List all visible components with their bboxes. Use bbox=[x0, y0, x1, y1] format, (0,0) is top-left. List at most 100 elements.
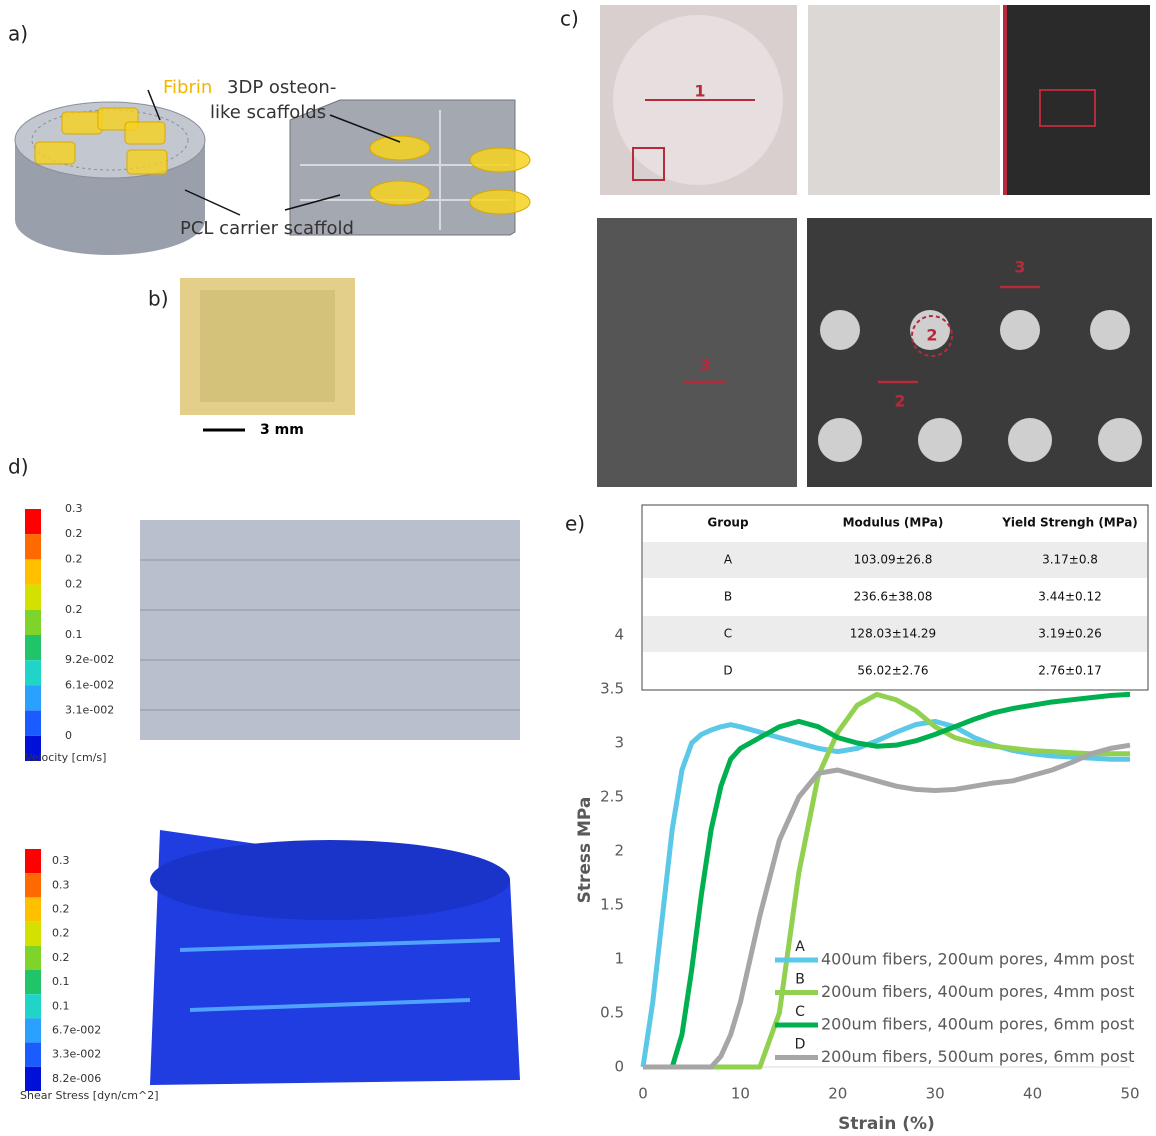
color-scale-label: 0.2 bbox=[65, 527, 83, 540]
legend-group: D bbox=[795, 1037, 806, 1053]
table-cell: 103.09±26.8 bbox=[854, 553, 933, 567]
x-axis-title: Strain (%) bbox=[838, 1114, 935, 1134]
color-scale-label: 8.2e-006 bbox=[52, 1072, 101, 1085]
y-tick-label: 1 bbox=[614, 950, 624, 968]
marker-label: 3 bbox=[1014, 258, 1025, 277]
color-scale-label: 0.1 bbox=[52, 999, 70, 1012]
color-scale-block bbox=[25, 610, 41, 635]
y-tick-label: 1.5 bbox=[600, 896, 624, 914]
color-scale-label: 0.2 bbox=[52, 903, 70, 916]
annotation: PCL carrier scaffold bbox=[180, 218, 354, 239]
scale-bar-label: 3 mm bbox=[260, 422, 304, 438]
table-cell: B bbox=[724, 590, 732, 604]
table-cell: D bbox=[723, 664, 732, 678]
y-axis-title: Stress MPa bbox=[575, 797, 595, 904]
color-scale-label: 6.7e-002 bbox=[52, 1024, 101, 1037]
panel-label: e) bbox=[565, 512, 585, 536]
color-scale-label: 0.2 bbox=[52, 951, 70, 964]
color-scale-block bbox=[25, 1018, 41, 1042]
marker-label: 1 bbox=[694, 82, 705, 101]
panel-label: b) bbox=[148, 287, 169, 311]
y-tick-label: 3.5 bbox=[600, 680, 624, 698]
annotation: Fibrin bbox=[163, 77, 212, 98]
color-scale-block bbox=[25, 922, 41, 946]
table-cell: 2.76±0.17 bbox=[1038, 664, 1102, 678]
data-line bbox=[643, 694, 1130, 1067]
annotation: like scaffolds bbox=[210, 102, 326, 123]
x-tick-label: 30 bbox=[926, 1085, 945, 1103]
legend-label: 200um fibers, 400um pores, 4mm post bbox=[821, 982, 1134, 1001]
table-cell: 3.17±0.8 bbox=[1042, 553, 1098, 567]
color-scale-label: 0.2 bbox=[65, 603, 83, 616]
legend-group: C bbox=[795, 1004, 805, 1020]
color-scale-block bbox=[25, 849, 41, 873]
legend-swatch bbox=[775, 1023, 818, 1028]
color-scale-label: 0.3 bbox=[52, 854, 70, 867]
panel-label: c) bbox=[560, 7, 579, 31]
table-cell: 3.19±0.26 bbox=[1038, 627, 1102, 641]
color-scale-block bbox=[25, 1067, 41, 1091]
color-scale-block bbox=[25, 559, 41, 584]
legend-label: 200um fibers, 400um pores, 6mm post bbox=[821, 1015, 1134, 1034]
legend-swatch bbox=[775, 1055, 818, 1060]
panel-label: d) bbox=[8, 455, 29, 479]
color-scale-block bbox=[25, 1043, 41, 1067]
legend-label: 200um fibers, 500um pores, 6mm post bbox=[821, 1047, 1134, 1066]
marker-label: 2 bbox=[926, 326, 937, 345]
color-scale-label: 0.1 bbox=[65, 628, 83, 641]
color-scale-label: 3.1e-002 bbox=[65, 704, 114, 717]
x-tick-label: 10 bbox=[731, 1085, 750, 1103]
color-scale-block bbox=[25, 534, 41, 559]
color-scale-label: 9.2e-002 bbox=[65, 653, 114, 666]
page: a) b) c) d) e) Fibrin 3DP osteon-like scaffold… bbox=[0, 0, 1156, 1136]
panel-label: a) bbox=[8, 22, 28, 46]
color-scale-label: 0.2 bbox=[65, 552, 83, 565]
color-scale-label: 0.3 bbox=[65, 502, 83, 515]
color-scale-label: 0 bbox=[65, 729, 72, 742]
legend-label: 400um fibers, 200um pores, 4mm post bbox=[821, 950, 1134, 969]
y-tick-label: 3 bbox=[614, 734, 624, 752]
table-cell: 236.6±38.08 bbox=[854, 590, 933, 604]
color-scale-block bbox=[25, 660, 41, 685]
y-tick-label: 2 bbox=[614, 842, 624, 860]
color-scale-label: 0.1 bbox=[52, 975, 70, 988]
color-scale-block bbox=[25, 994, 41, 1018]
y-tick-label: 4 bbox=[614, 626, 624, 644]
color-scale-block bbox=[25, 970, 41, 994]
legend-group: A bbox=[795, 939, 805, 955]
color-scale-block bbox=[25, 585, 41, 610]
color-scale-title: Velocity [cm/s] bbox=[25, 751, 106, 764]
color-scale-block bbox=[25, 685, 41, 710]
annotation: 3DP osteon- bbox=[227, 77, 336, 98]
table-cell: 56.02±2.76 bbox=[857, 664, 928, 678]
legend-swatch bbox=[775, 958, 818, 963]
table-cell: 3.44±0.12 bbox=[1038, 590, 1102, 604]
table-cell: C bbox=[724, 627, 732, 641]
anchor bbox=[1, 1, 2, 2]
color-scale-title: Shear Stress [dyn/cm^2] bbox=[20, 1089, 159, 1102]
table-header: Yield Strengh (MPa) bbox=[1001, 516, 1138, 530]
color-scale-label: 6.1e-002 bbox=[65, 678, 114, 691]
panel-c-images bbox=[597, 5, 1152, 487]
color-scale-block bbox=[25, 897, 41, 921]
table-header: Group bbox=[707, 516, 749, 530]
legend-swatch bbox=[775, 990, 818, 995]
color-scale-block bbox=[25, 946, 41, 970]
color-scale-block bbox=[25, 635, 41, 660]
table-header: Modulus (MPa) bbox=[843, 516, 944, 530]
table-cell: A bbox=[724, 553, 733, 567]
x-tick-label: 40 bbox=[1023, 1085, 1042, 1103]
x-tick-label: 50 bbox=[1120, 1085, 1139, 1103]
y-tick-label: 0 bbox=[614, 1058, 624, 1076]
color-scale-label: 0.3 bbox=[52, 878, 70, 891]
x-tick-label: 0 bbox=[638, 1085, 648, 1103]
color-scale-label: 0.2 bbox=[52, 927, 70, 940]
panel-b-photo bbox=[180, 278, 355, 430]
x-tick-label: 20 bbox=[828, 1085, 847, 1103]
marker-label: 2 bbox=[894, 392, 905, 411]
legend-group: B bbox=[795, 972, 805, 988]
color-scale-label: 0.2 bbox=[65, 578, 83, 591]
table-cell: 128.03±14.29 bbox=[850, 627, 936, 641]
y-tick-label: 2.5 bbox=[600, 788, 624, 806]
color-scale-label: 3.3e-002 bbox=[52, 1048, 101, 1061]
